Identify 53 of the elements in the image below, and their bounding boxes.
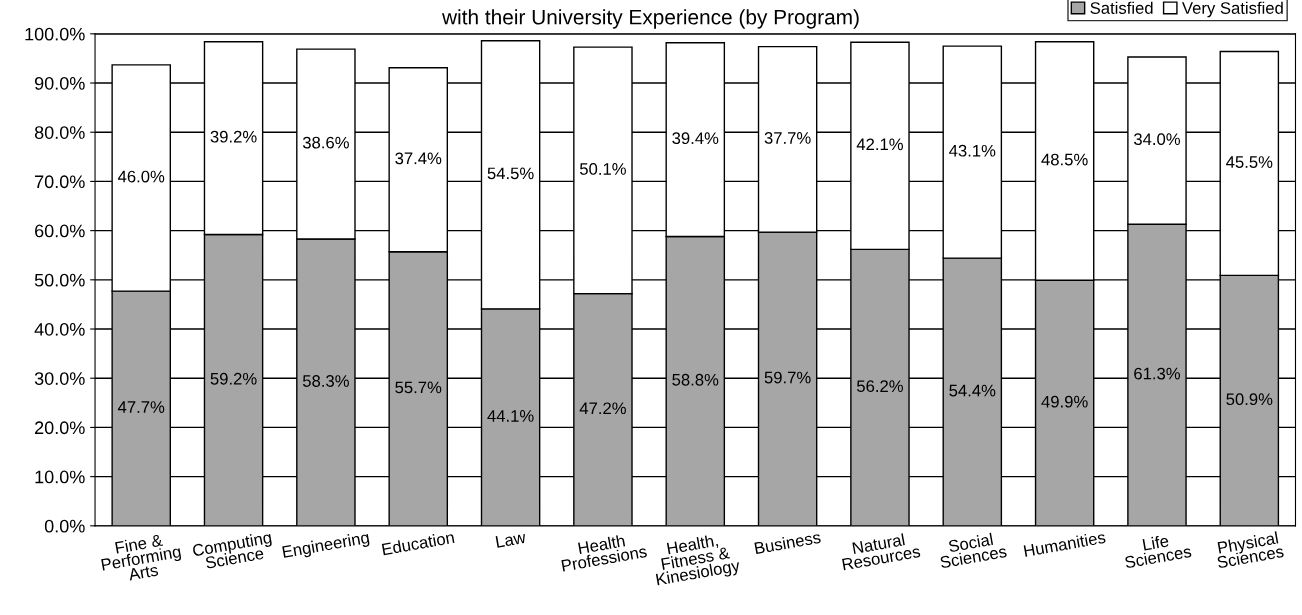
data-label: 37.4% bbox=[395, 152, 442, 165]
data-label: 38.6% bbox=[302, 136, 349, 149]
data-label: 50.1% bbox=[579, 163, 626, 175]
legend-label: Very Satisfied bbox=[1181, 1, 1283, 18]
data-label: 58.3% bbox=[302, 375, 349, 387]
data-label: 59.2% bbox=[210, 372, 257, 385]
x-tick-label: Law bbox=[495, 531, 527, 548]
x-tick-label: Business bbox=[754, 530, 822, 555]
y-tick-label: 50.0% bbox=[34, 273, 85, 287]
data-label: 39.4% bbox=[672, 132, 719, 145]
x-tick-label: Life Sciences bbox=[1124, 534, 1192, 569]
data-label: 54.4% bbox=[949, 384, 996, 397]
x-tick-label: Computing Science bbox=[192, 530, 273, 569]
legend-label: Satisfied bbox=[1090, 1, 1153, 14]
x-tick-label: Fine & Performing Arts bbox=[101, 533, 182, 581]
y-tick-label: 10.0% bbox=[35, 470, 85, 484]
data-label: 43.1% bbox=[949, 144, 996, 157]
chart-title: with their University Experience (by Program) bbox=[442, 9, 859, 29]
data-label: 54.5% bbox=[487, 167, 534, 180]
data-label: 48.5% bbox=[1041, 153, 1088, 166]
y-tick-label: 20.0% bbox=[35, 421, 85, 435]
data-label: 49.9% bbox=[1041, 395, 1088, 408]
data-label: 55.7% bbox=[395, 381, 442, 394]
data-label: 44.1% bbox=[487, 410, 534, 422]
x-tick-label: Engineering bbox=[282, 530, 370, 562]
data-label: 34.0% bbox=[1133, 133, 1181, 146]
data-label: 39.2% bbox=[210, 130, 257, 143]
y-tick-label: 30.0% bbox=[34, 372, 85, 385]
data-label: 45.5% bbox=[1226, 156, 1273, 168]
data-label: 42.1% bbox=[856, 138, 903, 151]
x-tick-label: Social Sciences bbox=[939, 532, 1008, 569]
y-tick-label: 90.0% bbox=[34, 76, 85, 90]
data-label: 47.2% bbox=[579, 402, 626, 415]
y-tick-label: 80.0% bbox=[34, 126, 85, 139]
x-tick-label: Health Professions bbox=[561, 534, 648, 572]
data-label: 46.0% bbox=[117, 170, 165, 183]
y-tick-label: 100.0% bbox=[25, 27, 85, 41]
y-tick-label: 60.0% bbox=[35, 224, 85, 238]
y-tick-label: 0.0% bbox=[44, 519, 85, 533]
data-label: 61.3% bbox=[1134, 367, 1181, 380]
y-tick-label: 70.0% bbox=[35, 175, 85, 189]
y-tick-label: 40.0% bbox=[34, 322, 85, 336]
data-label: 50.9% bbox=[1226, 393, 1273, 406]
x-tick-label: Physical Sciences bbox=[1216, 531, 1285, 569]
x-tick-label: Humanities bbox=[1023, 530, 1106, 557]
x-tick-label: Health, Fitness & Kinesiology bbox=[655, 533, 742, 589]
x-tick-label: Education bbox=[381, 530, 455, 556]
data-label: 37.7% bbox=[764, 132, 811, 144]
data-label: 58.8% bbox=[672, 373, 719, 386]
x-tick-label: Natural Resources bbox=[842, 533, 921, 571]
data-label: 59.7% bbox=[764, 371, 811, 384]
data-label: 47.7% bbox=[117, 401, 165, 413]
data-label: 56.2% bbox=[856, 380, 903, 393]
